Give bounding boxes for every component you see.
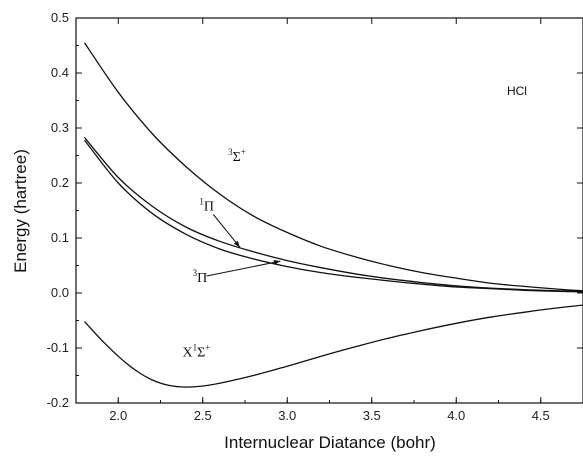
annotation-arrow (206, 260, 281, 277)
y-tick-label: 0.2 (51, 175, 69, 190)
y-tick-label: 0.4 (51, 65, 69, 80)
x-tick-label: 4.5 (532, 408, 550, 423)
x-tick-label: 2.0 (109, 408, 127, 423)
plot-frame (75, 17, 583, 404)
curve-3 (84, 304, 583, 388)
annotations: HCl 3Σ+ 1Π 3Π X1Σ+ (182, 84, 526, 360)
x-axis-title: Internuclear Diatance (bohr) (224, 433, 436, 452)
y-tick-label: -0.2 (47, 395, 69, 410)
y-tick-label: -0.1 (47, 340, 69, 355)
y-tick-label: 0.5 (51, 10, 69, 25)
x-tick-label: 3.0 (278, 408, 296, 423)
arrow-head (273, 260, 281, 265)
arrow-head (233, 240, 240, 248)
annotation-arrow (212, 214, 241, 248)
x-tick-label: 3.5 (363, 408, 381, 423)
x-tick-label: 4.0 (447, 408, 465, 423)
y-tick-label: 0.0 (51, 285, 69, 300)
state-label: 3Π (193, 268, 208, 286)
curves (83, 42, 583, 388)
annotation-label: HCl (507, 84, 527, 98)
state-label: 1Π (199, 197, 214, 215)
curve-1 (84, 136, 583, 293)
curve-2 (83, 139, 583, 293)
axis-ticks (75, 17, 583, 404)
y-tick-label: 0.1 (51, 230, 69, 245)
state-label: X1Σ+ (182, 342, 210, 360)
y-tick-label: 0.3 (51, 120, 69, 135)
curve-0 (83, 42, 583, 292)
state-label: 3Σ+ (228, 147, 246, 165)
y-axis-title: Energy (hartree) (11, 149, 30, 273)
tick-labels: 2.0 2.5 3.0 3.5 4.0 4.5 -0.2 -0.1 0.0 0.1 0.2 0.3 0.… (47, 10, 550, 423)
x-tick-label: 2.5 (194, 408, 212, 423)
